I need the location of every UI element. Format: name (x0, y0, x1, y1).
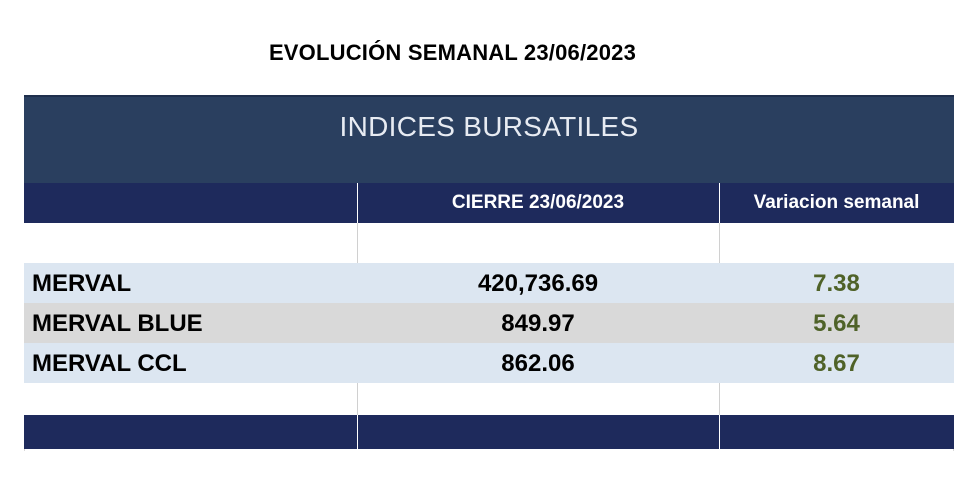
index-weekly-change: 5.64 (813, 310, 860, 337)
table-banner-title: INDICES BURSATILES (339, 111, 639, 142)
column-divider (719, 383, 720, 415)
index-name: MERVAL CCL (32, 350, 187, 377)
column-divider (357, 415, 358, 449)
table-row: MERVAL 420,736.69 7.38 (24, 263, 954, 303)
header-weekly-change: Variacion semanal (753, 192, 920, 213)
page-title: EVOLUCIÓN SEMANAL 23/06/2023 (268, 40, 637, 65)
index-close: 849.97 (501, 310, 575, 337)
table-footer-row (24, 415, 954, 449)
indices-table: INDICES BURSATILES CIERRE 23/06/2023 Var… (24, 95, 954, 451)
table-banner: INDICES BURSATILES (24, 95, 954, 185)
table-row: MERVAL CCL 862.06 8.67 (24, 343, 954, 383)
index-weekly-change: 8.67 (813, 350, 860, 377)
table-header-row: CIERRE 23/06/2023 Variacion semanal (24, 183, 954, 223)
header-close: CIERRE 23/06/2023 (451, 192, 625, 213)
column-divider (357, 383, 358, 415)
index-close: 420,736.69 (477, 270, 599, 297)
column-divider (719, 415, 720, 449)
table-spacer-row (24, 223, 954, 263)
column-divider (719, 183, 720, 223)
index-name: MERVAL (32, 270, 132, 297)
column-divider (357, 223, 358, 263)
column-divider (357, 183, 358, 223)
table-row: MERVAL BLUE 849.97 5.64 (24, 303, 954, 343)
index-close: 862.06 (501, 350, 575, 377)
table-spacer-row (24, 383, 954, 415)
index-weekly-change: 7.38 (813, 270, 860, 297)
column-divider (719, 223, 720, 263)
index-name: MERVAL BLUE (32, 310, 203, 337)
